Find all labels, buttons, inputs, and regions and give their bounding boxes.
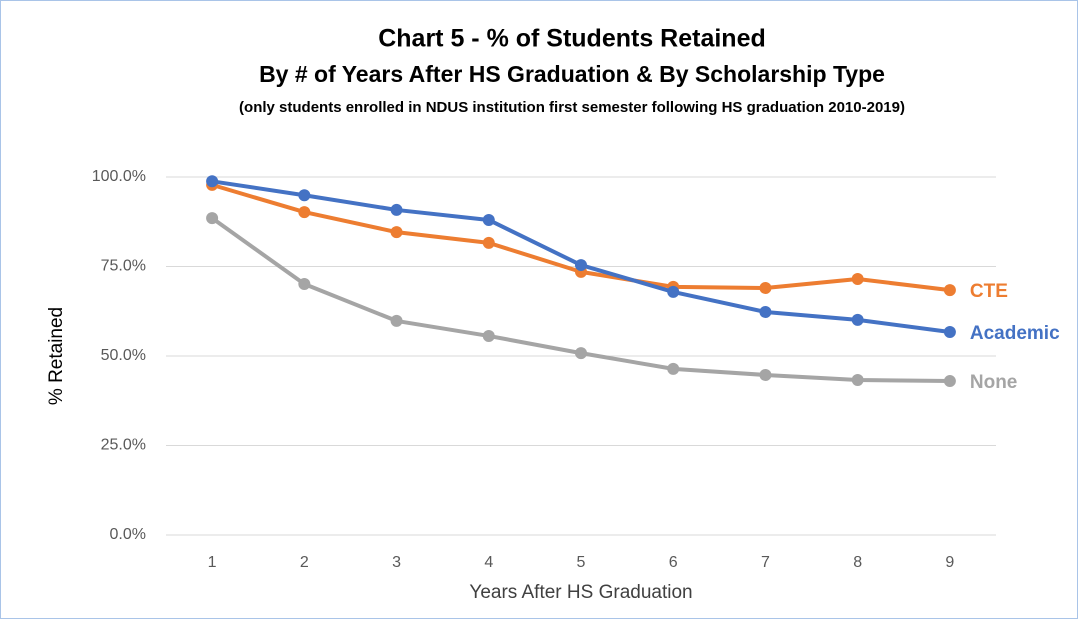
data-point <box>851 273 864 286</box>
data-point <box>759 281 772 294</box>
x-tick-label: 5 <box>577 554 586 571</box>
y-tick-label: 25.0% <box>101 437 146 454</box>
chart-subtitle: By # of Years After HS Graduation & By S… <box>259 61 885 87</box>
x-axis-label: Years After HS Graduation <box>469 582 692 603</box>
data-point <box>482 329 495 342</box>
x-tick-label: 4 <box>484 554 493 571</box>
data-point <box>298 189 311 202</box>
x-tick-label: 7 <box>761 554 770 571</box>
x-tick-label: 3 <box>392 554 401 571</box>
data-point <box>390 203 403 216</box>
data-point <box>943 375 956 388</box>
data-point <box>851 313 864 326</box>
y-tick-label: 0.0% <box>110 526 146 543</box>
data-point <box>206 175 219 188</box>
data-point <box>482 213 495 226</box>
data-point <box>667 285 680 298</box>
data-point <box>298 206 311 219</box>
y-tick-label: 75.0% <box>101 258 146 275</box>
data-point <box>943 284 956 297</box>
data-point <box>759 368 772 381</box>
data-point <box>390 314 403 327</box>
x-tick-label: 9 <box>945 554 954 571</box>
x-tick-label: 6 <box>669 554 678 571</box>
data-point <box>575 347 587 360</box>
x-tick-label: 8 <box>853 554 862 571</box>
chart-note: (only students enrolled in NDUS institut… <box>239 99 905 116</box>
series-label: CTE <box>970 281 1008 302</box>
data-point <box>390 226 403 239</box>
x-tick-label: 2 <box>300 554 309 571</box>
data-point <box>206 212 219 225</box>
data-point <box>943 326 956 339</box>
data-point <box>575 259 587 272</box>
data-point <box>667 362 680 375</box>
chart-title: Chart 5 - % of Students Retained <box>378 25 766 53</box>
data-point <box>298 278 311 291</box>
series-label: None <box>970 372 1018 393</box>
data-point <box>759 305 772 318</box>
y-axis-label: % Retained <box>46 307 67 405</box>
x-tick-label: 1 <box>208 554 217 571</box>
y-tick-label: 100.0% <box>92 168 146 185</box>
data-point <box>851 373 864 386</box>
data-point <box>482 236 495 249</box>
series-label: Academic <box>970 323 1060 344</box>
y-tick-label: 50.0% <box>101 347 146 364</box>
